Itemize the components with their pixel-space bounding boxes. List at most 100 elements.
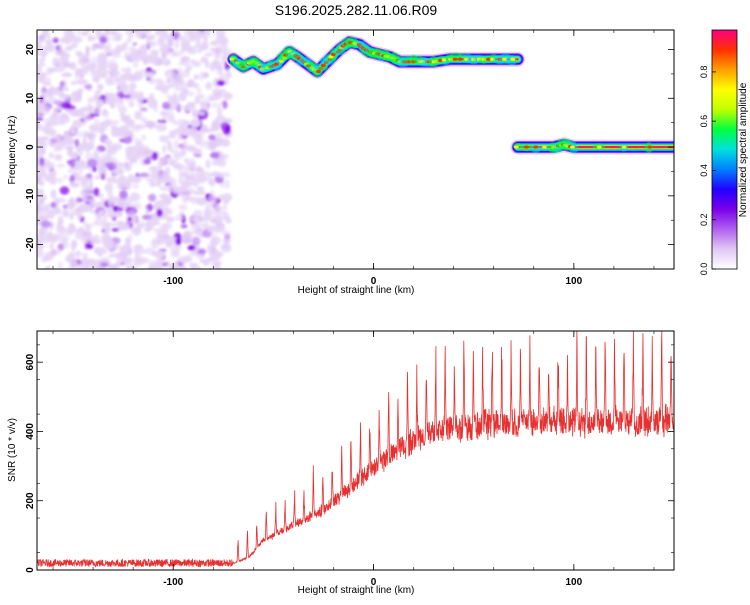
noise-blob [56,248,62,255]
noise-blob [37,64,42,74]
noise-blob [186,30,197,35]
noise-blob [100,197,107,203]
noise-blob [220,243,232,253]
noise-blob [184,68,191,73]
noise-blob [191,236,201,247]
noise-blob [60,115,71,124]
noise-blob [197,190,206,196]
noise-blob [81,205,89,209]
noise-blob [74,69,82,77]
noise-blob [75,197,83,203]
noise-blob [201,102,210,111]
noise-blob [60,235,70,242]
noise-blob [39,201,45,205]
noise-blob [136,224,145,229]
noise-blob [178,175,183,185]
noise-blob [194,97,201,105]
noise-blob [104,224,111,234]
spectrogram-frame [36,29,675,270]
noise-blob [77,160,87,168]
noise-blob [93,219,99,226]
noise-blob [220,122,231,131]
noise-blob [49,87,60,96]
noise-blob [133,202,142,211]
noise-blob [124,162,132,172]
spectrogram-y-tick-label: 20 [25,44,36,56]
noise-blob [206,30,211,35]
ridge-lower-core [513,145,519,149]
noise-blob [43,50,48,57]
spectrogram-y-tick-label: 10 [25,92,36,104]
noise-blob [207,172,215,177]
noise-blob [128,74,136,83]
noise-blob [141,134,147,141]
noise-blob [210,261,221,268]
noise-blob [43,209,55,218]
noise-blob [186,145,197,150]
noise-blob [119,190,128,200]
noise-blob [71,90,82,101]
noise-blob [141,214,152,221]
noise-blob [174,86,184,91]
colorbar-ticks: 0.0 0.2 0.4 0.6 0.8 [699,66,716,276]
noise-blob [102,212,108,222]
noise-blob [182,236,193,244]
noise-blob [124,51,129,61]
noise-blob [133,244,143,249]
noise-blob [209,95,217,102]
noise-blob [156,208,163,218]
noise-blob [109,120,120,125]
noise-blob [80,236,88,244]
spectrogram-x-tick-label: 0 [371,276,377,287]
noise-blob [80,188,91,198]
noise-blob [181,87,189,96]
noise-blob [127,216,132,222]
noise-blob [191,132,202,138]
noise-blob [170,49,176,58]
noise-blob [37,217,44,224]
ridge-lower-core [621,145,627,149]
noise-blob [110,130,118,137]
noise-blob [87,33,93,42]
noise-blob [107,147,112,154]
noise-blob [43,45,53,52]
noise-blob [116,90,125,98]
noise-blob [85,242,93,250]
noise-blob [215,30,226,37]
noise-blob [159,223,168,234]
noise-blob [81,57,91,64]
snr-axes: -100 0 100 0 200 400 600 [25,331,674,588]
noise-blob [194,167,205,173]
noise-blob [66,137,75,146]
noise-blob [40,257,47,263]
noise-blob [188,158,197,168]
noise-blob [115,209,123,216]
noise-blob [152,243,160,249]
noise-blob [167,141,173,151]
ridge-lower-core [596,145,602,149]
noise-blob [44,232,56,242]
noise-blob [165,208,173,216]
noise-blob [131,153,141,160]
noise-blob [65,105,76,110]
snr-x-tick-label: -100 [163,577,183,588]
noise-blob [104,91,111,97]
noise-blob [124,197,133,206]
ridge-lower [510,137,674,155]
noise-blob [205,81,213,90]
noise-blob [55,197,66,203]
noise-blob [198,71,205,81]
colorbar-tick-label: 0.0 [699,263,709,276]
noise-blob [58,94,70,100]
noise-blob [200,56,209,64]
noise-blob [82,179,89,188]
noise-blob [205,202,211,211]
noise-blob [99,126,105,135]
noise-blob [209,178,216,188]
noise-blob [174,187,182,194]
noise-blob [217,137,229,143]
noise-blob [140,117,148,123]
noise-blob [128,32,134,39]
noise-blob [69,159,76,168]
